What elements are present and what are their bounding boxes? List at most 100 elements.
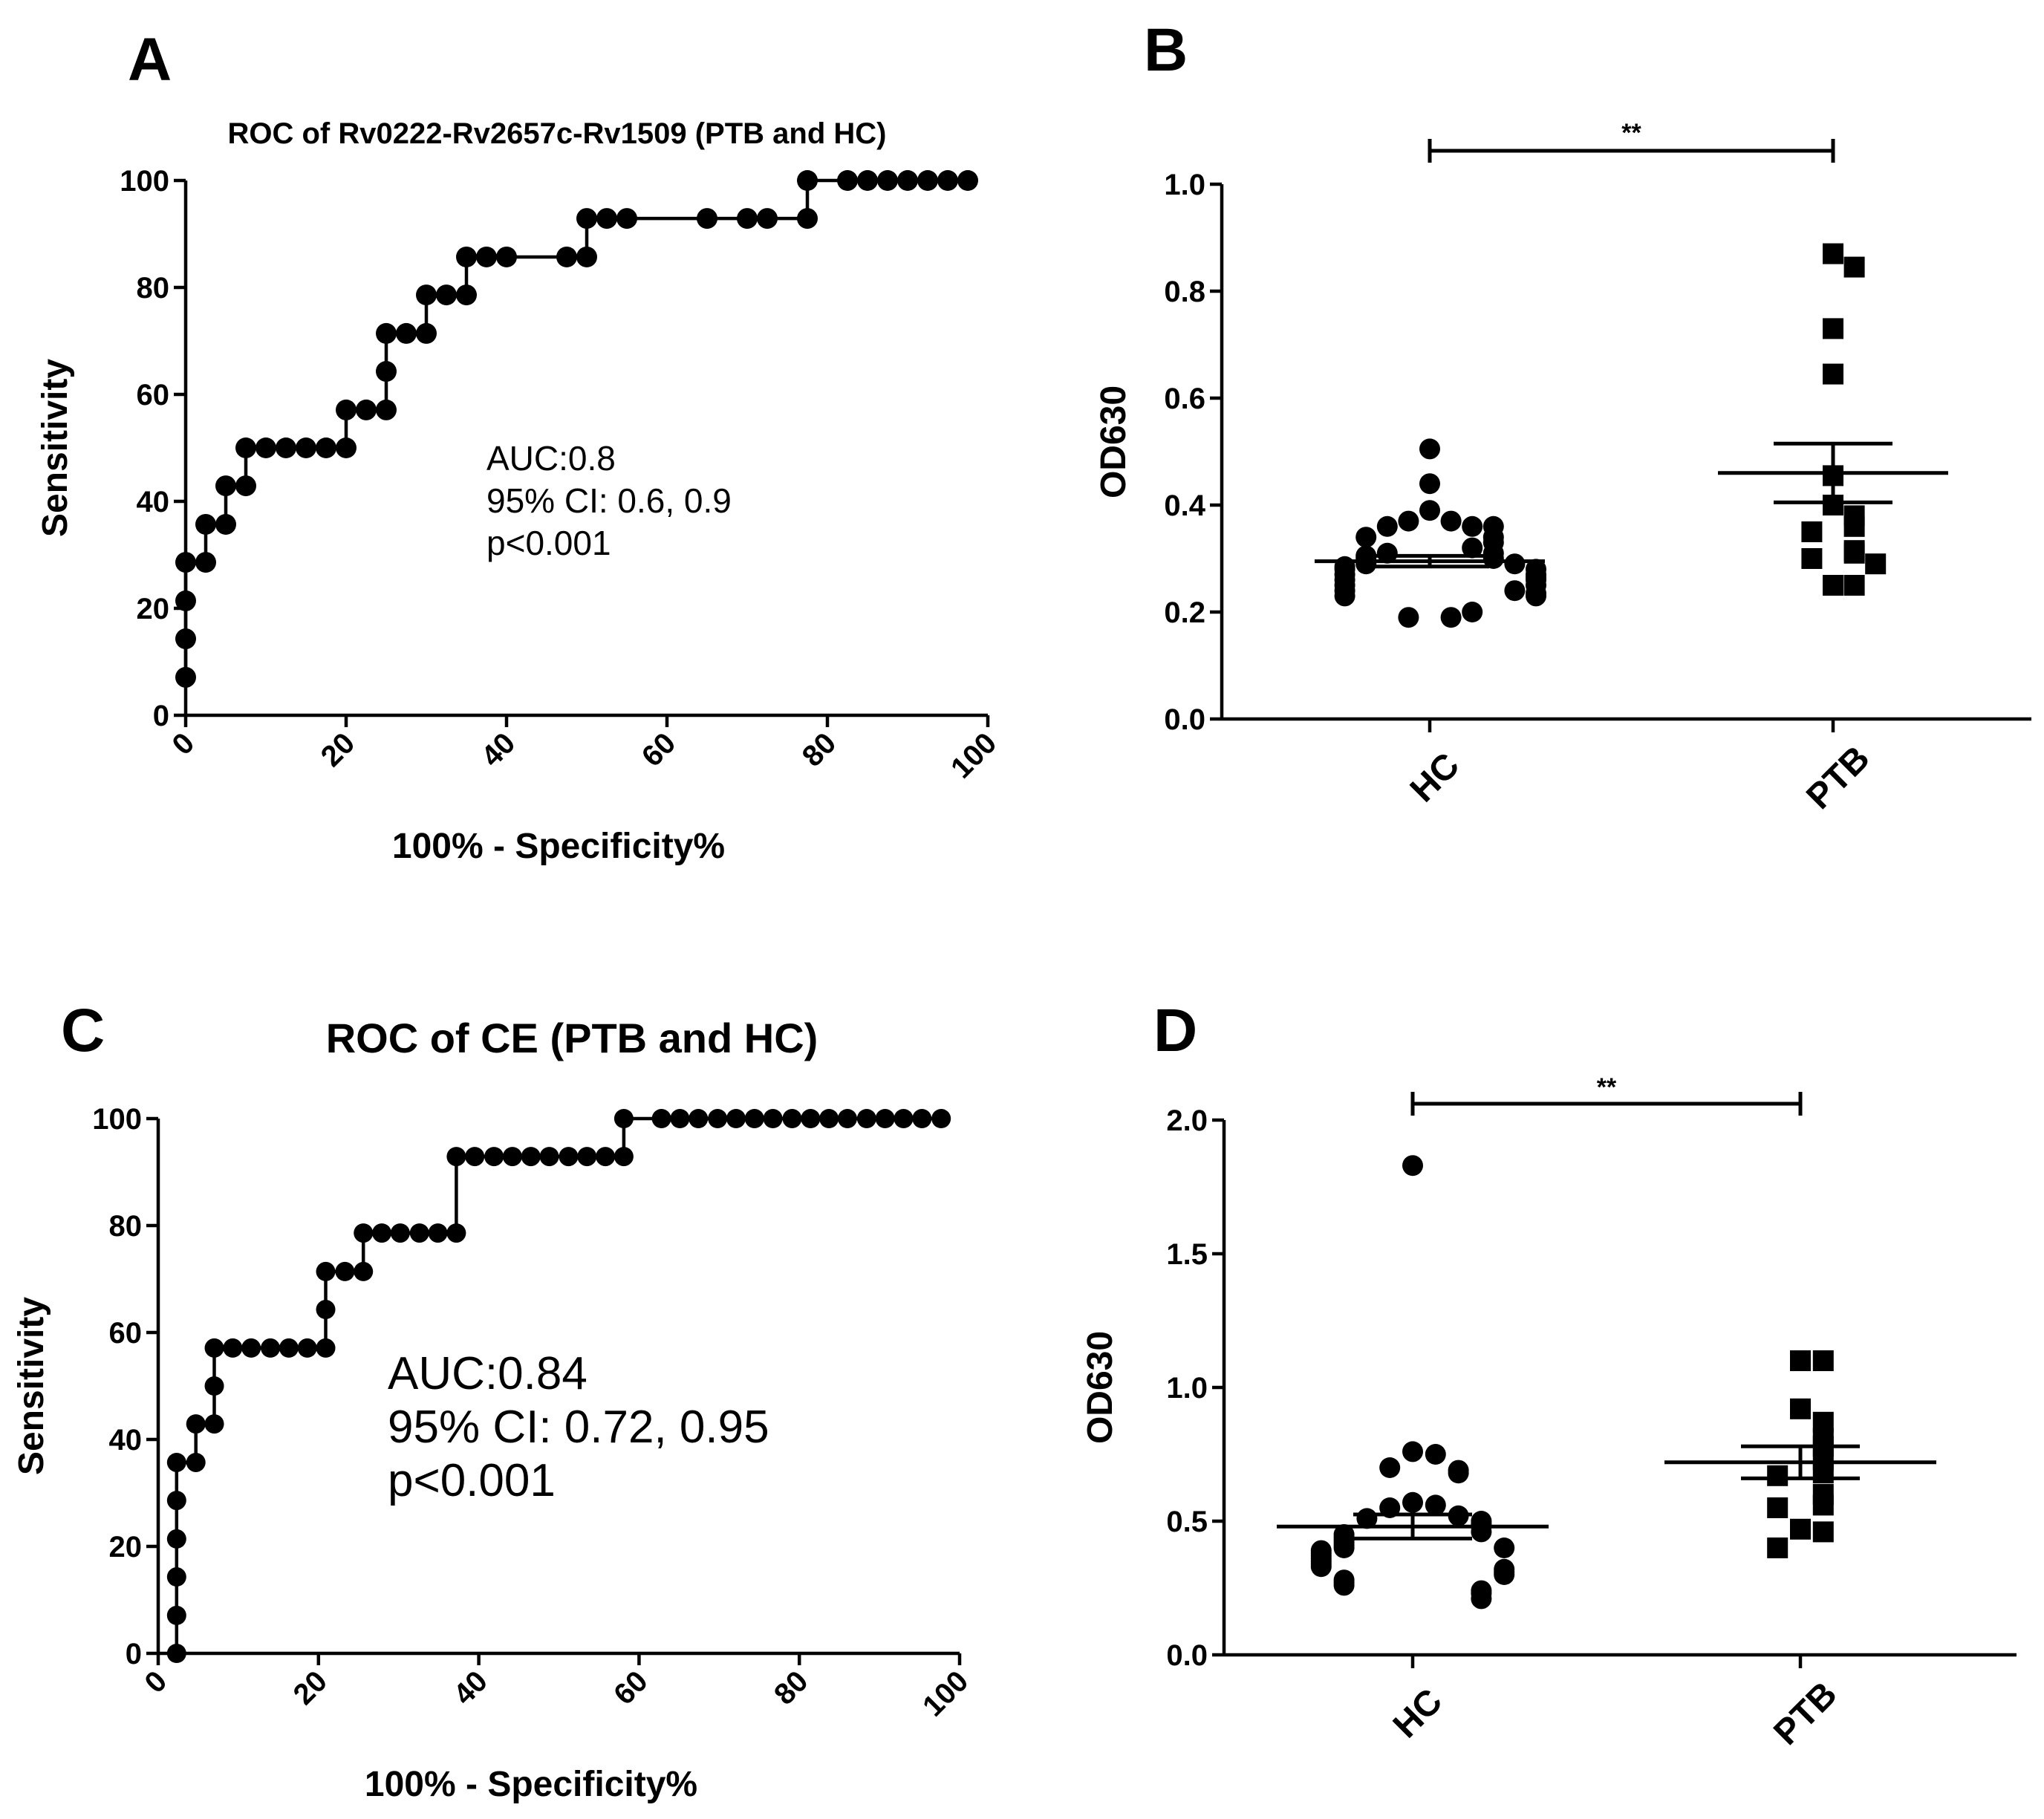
roc-point [456,284,477,306]
roc-point [223,1338,243,1358]
roc-point [797,170,818,191]
roc-point [215,513,236,535]
y-tick-label: 40 [137,486,170,518]
roc-point [186,1414,206,1434]
data-point [1379,1457,1401,1478]
roc-point [912,1109,932,1128]
roc-point [256,437,276,458]
roc-point [175,666,196,688]
y-tick-label: 80 [137,272,170,305]
data-square [1865,553,1887,575]
roc-point [166,1567,186,1587]
roc-point [166,1491,186,1511]
panel-letter-b: B [1144,16,1188,84]
x-tick-label: 40 [475,726,522,773]
y-tick-label: 60 [109,1317,143,1350]
roc-point [166,1644,186,1663]
roc-point [484,1147,504,1167]
category-label: PTB [1766,1674,1844,1752]
auc-annotation: AUC:0.84 [388,1348,588,1399]
roc-point [502,1147,522,1167]
data-square [1801,521,1823,542]
roc-point [396,322,417,344]
roc-point [757,208,778,230]
roc-point [376,361,397,383]
roc-point [539,1147,559,1167]
data-square [1790,1518,1811,1540]
data-square [1790,1350,1811,1371]
roc-point [446,1223,466,1243]
roc-chart-c: ROC of CE (PTB and HC) 0 20 40 60 80 100 0 20 40 6… [12,1015,974,1804]
data-point [1419,438,1440,460]
data-point [1376,542,1398,564]
roc-point [296,437,316,458]
roc-point [689,1109,709,1128]
data-square [1812,1521,1834,1543]
roc-point [175,552,196,573]
y-tick-label: 20 [137,593,170,625]
y-tick-label: 1.0 [1166,1372,1208,1405]
dot-plot-d: 0.0 0.5 1.0 1.5 2.0 OD630 HC PTB ** [1081,1073,2017,1753]
roc-point [613,1109,634,1128]
roc-point [235,437,256,458]
x-tick-label: 0 [139,1665,174,1699]
roc-point [559,1147,579,1167]
x-tick-label: 40 [447,1665,494,1711]
roc-point [521,1147,541,1167]
data-square [1843,256,1865,278]
roc-point [235,475,256,497]
data-point [1310,1556,1332,1578]
roc-point [204,1338,224,1358]
y-tick-label: 40 [109,1424,143,1457]
data-square [1790,1398,1811,1419]
panel-letter-c: C [61,997,105,1064]
data-point [1504,580,1526,602]
roc-point [556,246,577,267]
data-point [1402,1441,1423,1462]
roc-point [782,1109,802,1128]
roc-point [428,1223,448,1243]
data-point [1355,553,1377,575]
roc-point [376,322,397,344]
roc-point [670,1109,690,1128]
roc-point [837,1109,857,1128]
y-tick-label: 0.0 [1164,703,1205,736]
data-point [1440,607,1462,628]
y-tick-label: 0.6 [1164,383,1205,415]
data-square [1823,318,1843,339]
data-point [1494,1537,1515,1558]
data-square [1823,243,1843,264]
y-tick-label: 100 [92,1103,142,1136]
y-tick-label: 1.0 [1164,169,1205,201]
x-tick-label: 80 [768,1665,815,1711]
roc-point [175,628,196,650]
y-axis-label: OD630 [1094,385,1133,498]
data-point [1440,510,1462,532]
roc-point [446,1147,466,1167]
roc-point [877,170,898,191]
roc-point [797,208,818,230]
data-point [1398,607,1419,628]
data-point [1462,602,1483,622]
y-tick-label: 80 [109,1210,143,1243]
auc-annotation: 95% CI: 0.6, 0.9 [486,481,732,520]
panel-letter-d: D [1153,997,1197,1064]
x-tick-label: 20 [315,726,362,773]
data-square [1767,1497,1788,1518]
data-square [1823,363,1843,385]
roc-point [390,1223,410,1243]
roc-point [856,1109,876,1128]
x-tick-label: 60 [608,1665,654,1711]
roc-point [316,1338,336,1358]
roc-point [697,208,717,230]
auc-annotation: p<0.001 [388,1455,556,1506]
roc-point [801,1109,821,1128]
data-point [1462,515,1483,537]
significance-label: ** [1621,119,1641,147]
roc-point [416,284,437,306]
roc-point [737,208,758,230]
roc-point [465,1147,485,1167]
roc-point [931,1109,951,1128]
category-label: PTB [1799,738,1877,816]
roc-point [744,1109,764,1128]
